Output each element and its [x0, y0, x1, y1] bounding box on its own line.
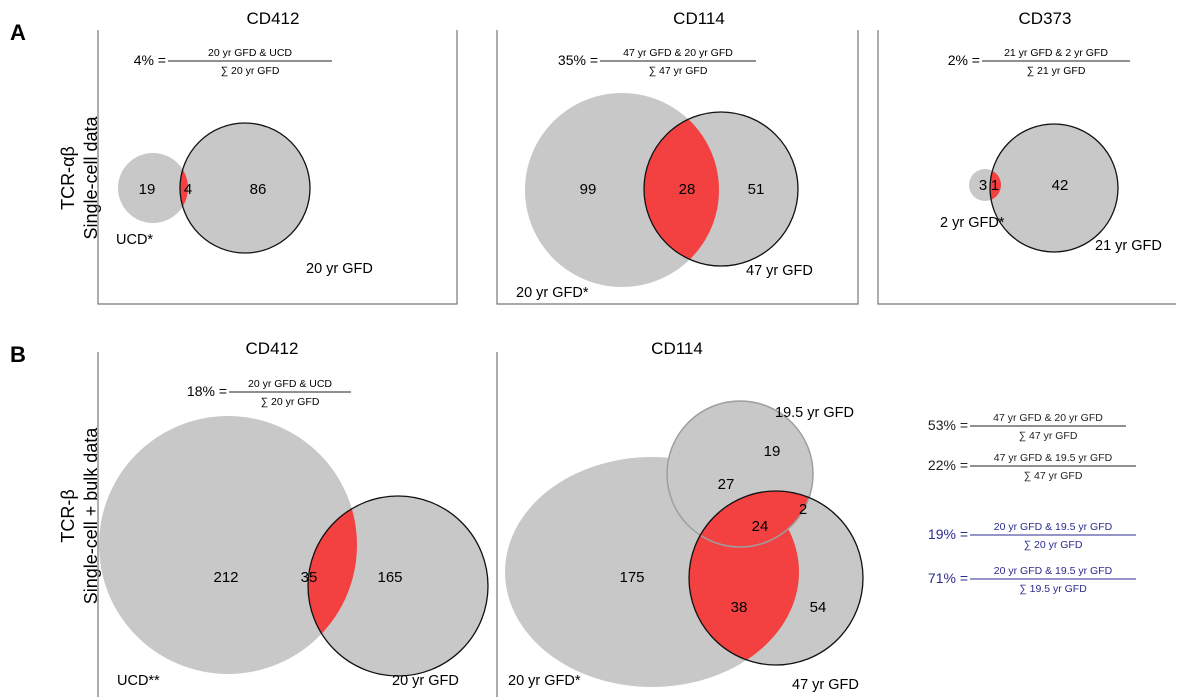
panel-a-cd412-frac-den: ∑ 20 yr GFD: [221, 65, 280, 77]
panel-a-cd412-set-ucd: [118, 153, 188, 223]
panel-a-letter: A: [10, 20, 26, 45]
panel-b-cd412-outline: [307, 495, 489, 677]
panel-b-cd114-c-label: 47 yr GFD: [792, 677, 859, 693]
panel-a-cd373-pct: 2% =: [948, 52, 980, 68]
panel-a-cd114-frame: [496, 30, 859, 305]
panel-b-cd412-pct: 18% =: [187, 383, 227, 399]
panel-a-cd373-right-count: 42: [1052, 177, 1069, 194]
panel-b-cd114-ab: 27: [718, 476, 735, 493]
panel-a-cd412-frac-num: 20 yr GFD & UCD: [208, 47, 292, 59]
panel-b-cd114-bc: 2: [799, 501, 807, 518]
panel-b-fractions: 53% = 47 yr GFD & 20 yr GFD ∑ 47 yr GFD …: [928, 412, 1136, 595]
panel-b-cd114-inner-outline: [666, 400, 814, 548]
fraction-22-num: 47 yr GFD & 19.5 yr GFD: [994, 452, 1113, 464]
panel-a-cd114-frac-num: 47 yr GFD & 20 yr GFD: [623, 47, 733, 59]
panel-a-cd114-left-count: 99: [580, 181, 597, 198]
panel-a-cd373-overlap: [990, 169, 1001, 201]
panel-b-cd412-frac-num: 20 yr GFD & UCD: [248, 378, 332, 390]
panel-b-cd114-b-only: 19: [764, 443, 781, 460]
panel-a-cd114-left-label: 20 yr GFD*: [516, 285, 589, 301]
panel-b-cd412-left-label: UCD**: [117, 673, 160, 689]
panel-b-ylabel-line2: Single-cell + bulk data: [81, 427, 101, 605]
panel-a-cd412-overlap-count: 4: [184, 181, 192, 198]
panel-a-cd412-outline: [179, 122, 311, 254]
panel-a-cd373-left-label: 2 yr GFD*: [940, 215, 1005, 231]
panel-a-cd412-right-label: 20 yr GFD: [306, 261, 373, 277]
fraction-53-den: ∑ 47 yr GFD: [1019, 430, 1078, 442]
panel-b-fraction-19: 19% = 20 yr GFD & 19.5 yr GFD ∑ 20 yr GF…: [928, 521, 1136, 551]
panel-b-cd114: CD114 175 19 27 2 24 38 54 20 yr GFD* 19…: [505, 339, 864, 693]
panel-a-cd114-outline: [643, 111, 799, 267]
panel-a-cd412: CD412 4% = 20 yr GFD & UCD ∑ 20 yr GFD 1…: [97, 9, 458, 305]
panel-b-cd114-title: CD114: [651, 339, 703, 358]
panel-a-cd114: CD114 35% = 47 yr GFD & 20 yr GFD ∑ 47 y…: [496, 9, 859, 305]
panel-a-cd373-overlap-count: 1: [991, 177, 999, 194]
panel-b-cd114-b-label: 19.5 yr GFD: [775, 405, 854, 421]
panel-b-ylabel-line1: TCR-β: [58, 489, 78, 542]
fraction-22-pct: 22% =: [928, 457, 968, 473]
fraction-71-pct: 71% =: [928, 570, 968, 586]
panel-a-cd373-frac-den: ∑ 21 yr GFD: [1027, 65, 1086, 77]
panel-b-fraction-71: 71% = 20 yr GFD & 19.5 yr GFD ∑ 19.5 yr …: [928, 565, 1136, 595]
panel-b-cd412-right-count: 165: [377, 569, 402, 586]
panel-a-cd373-frac-num: 21 yr GFD & 2 yr GFD: [1004, 47, 1108, 59]
panel-b-cd412-set-ucd: [99, 416, 357, 674]
panel-a-ylabel-line1: TCR-αβ: [58, 146, 78, 210]
fraction-19-pct: 19% =: [928, 526, 968, 542]
panel-a-cd373-set-21yr: [990, 124, 1118, 252]
panel-a-cd412-left-label: UCD*: [116, 232, 153, 248]
panel-a-cd412-pct: 4% =: [134, 52, 166, 68]
panel-a-cd412-left-count: 19: [139, 181, 156, 198]
panel-a-cd114-overlap: [644, 112, 719, 266]
panel-a-cd373-left-count: 3: [979, 177, 987, 194]
panel-a-cd114-frac-den: ∑ 47 yr GFD: [649, 65, 708, 77]
panel-a-cd412-set-20yr: [180, 123, 310, 253]
panel-a-cd114-title: CD114: [673, 9, 725, 28]
panel-a-cd114-right-label: 47 yr GFD: [746, 263, 813, 279]
fraction-19-den: ∑ 20 yr GFD: [1024, 539, 1083, 551]
panel-a-cd373: CD373 2% = 21 yr GFD & 2 yr GFD ∑ 21 yr …: [877, 9, 1176, 305]
panel-a-ylabel-line2: Single-cell data: [81, 115, 101, 239]
panel-b-cd114-a-label: 20 yr GFD*: [508, 673, 581, 689]
fraction-19-num: 20 yr GFD & 19.5 yr GFD: [994, 521, 1113, 533]
panel-b-cd412-title: CD412: [246, 339, 299, 358]
panel-a-cd412-right-count: 86: [250, 181, 267, 198]
fraction-22-den: ∑ 47 yr GFD: [1024, 470, 1083, 482]
panel-a-cd373-right-label: 21 yr GFD: [1095, 238, 1162, 254]
panel-a-cd114-right-count: 51: [748, 181, 765, 198]
panel-b-cd114-outline: [688, 490, 864, 666]
panel-b-cd114-a-only: 175: [619, 569, 644, 586]
panel-a-cd373-outline: [989, 123, 1119, 253]
fraction-53-num: 47 yr GFD & 20 yr GFD: [993, 412, 1103, 424]
panel-b-cd412-frac-den: ∑ 20 yr GFD: [261, 396, 320, 408]
fraction-53-pct: 53% =: [928, 417, 968, 433]
panel-b-letter: B: [10, 342, 26, 367]
panel-b-cd114-abc: 24: [752, 518, 769, 535]
panel-b-cd412-right-label: 20 yr GFD: [392, 673, 459, 689]
panel-b-cd114-ac: 38: [731, 599, 748, 616]
panel-a-cd412-frame: [97, 30, 458, 305]
panel-b-cd412-overlap-count: 35: [301, 569, 318, 586]
fraction-71-num: 20 yr GFD & 19.5 yr GFD: [994, 565, 1113, 577]
panel-b-fraction-22: 22% = 47 yr GFD & 19.5 yr GFD ∑ 47 yr GF…: [928, 452, 1136, 482]
panel-b-cd412-left-count: 212: [213, 569, 238, 586]
panel-b-fraction-53: 53% = 47 yr GFD & 20 yr GFD ∑ 47 yr GFD: [928, 412, 1126, 442]
panel-a-cd114-overlap-count: 28: [679, 181, 696, 198]
panel-b-cd114-c-only: 54: [810, 599, 827, 616]
fraction-71-den: ∑ 19.5 yr GFD: [1019, 583, 1087, 595]
panel-b-cd412: CD412 18% = 20 yr GFD & UCD ∑ 20 yr GFD …: [97, 339, 498, 697]
panel-a-cd373-frame: [877, 30, 1176, 305]
panel-a-cd412-title: CD412: [247, 9, 300, 28]
panel-a-cd373-title: CD373: [1019, 9, 1072, 28]
panel-b-cd412-frame: [97, 352, 498, 697]
panel-a-cd114-pct: 35% =: [558, 52, 598, 68]
